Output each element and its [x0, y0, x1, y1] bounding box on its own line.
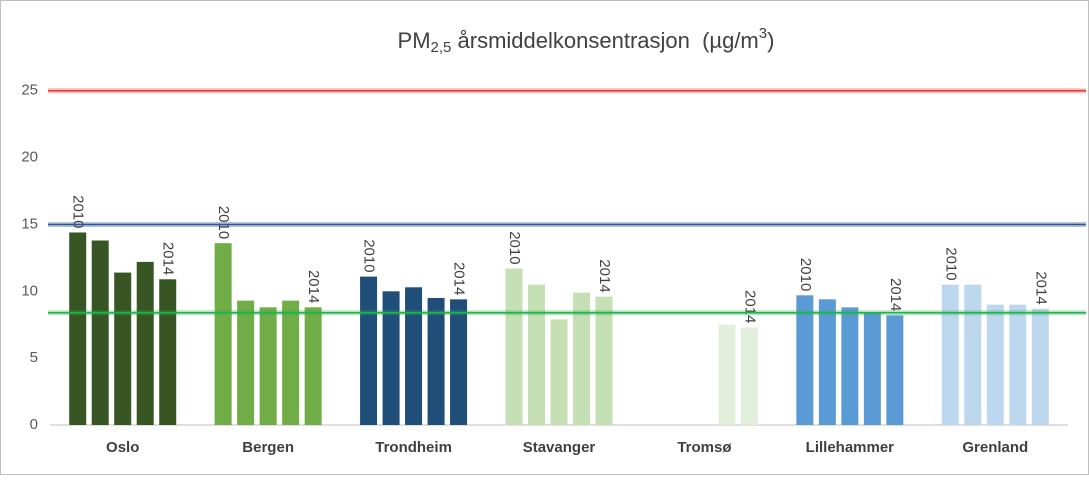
year-label: 2014 [451, 262, 468, 295]
bar [841, 307, 859, 425]
bar [740, 327, 758, 425]
category-label: Trondheim [375, 439, 452, 456]
bar [69, 232, 87, 425]
bar [595, 296, 613, 425]
year-label: 2014 [741, 290, 758, 323]
year-label: 2010 [70, 195, 87, 228]
title-superscript: 3 [759, 25, 767, 42]
category-label: Lillehammer [806, 439, 895, 456]
bar [91, 240, 109, 425]
bar [159, 279, 177, 425]
bar [964, 284, 982, 425]
bar [382, 291, 400, 425]
bar [360, 276, 378, 425]
bar [986, 304, 1004, 425]
bar [237, 300, 255, 425]
title-part: ) [767, 28, 774, 53]
bar [114, 272, 132, 425]
bar [863, 312, 881, 425]
year-label: 2010 [361, 239, 378, 272]
bar [405, 287, 423, 425]
category-label: Oslo [106, 439, 139, 456]
title-subscript: 2,5 [431, 39, 452, 56]
bar [796, 295, 814, 425]
y-tick-label: 10 [21, 282, 38, 299]
year-label: 2010 [797, 258, 814, 291]
y-tick-label: 15 [21, 215, 38, 232]
y-tick-label: 0 [30, 416, 38, 433]
bar [886, 315, 904, 425]
bar [718, 324, 736, 425]
category-label: Stavanger [523, 439, 596, 456]
y-tick-label: 25 [21, 82, 38, 99]
bar [550, 319, 568, 425]
bar [136, 261, 154, 425]
bar [282, 300, 300, 425]
bar [1031, 308, 1049, 425]
category-label: Bergen [242, 439, 294, 456]
category-label: Tromsø [677, 439, 732, 456]
year-label: 2010 [506, 231, 523, 264]
year-label: 2014 [596, 259, 613, 292]
y-tick-label: 20 [21, 149, 38, 166]
bar [259, 307, 277, 425]
title-part: årsmiddelkonsentrasjon (µg/m [451, 28, 758, 53]
year-label: 2014 [887, 278, 904, 311]
bar [1009, 304, 1027, 425]
bar [573, 292, 590, 425]
year-label: 2010 [942, 247, 959, 280]
bar [505, 268, 523, 425]
year-label: 2014 [160, 242, 177, 275]
year-label: 2014 [1032, 271, 1049, 304]
year-label: 2010 [215, 206, 232, 239]
bar [450, 299, 468, 425]
bar [214, 243, 232, 425]
bar [304, 307, 322, 425]
bar [941, 284, 959, 425]
bar [427, 297, 445, 425]
bar [818, 299, 836, 425]
category-label: Grenland [962, 439, 1028, 456]
chart-title: PM2,5 årsmiddelkonsentrasjon (µg/m3) [398, 25, 775, 56]
y-tick-label: 5 [30, 349, 38, 366]
bar [528, 284, 545, 425]
title-part: PM [398, 28, 431, 53]
year-label: 2014 [305, 270, 322, 303]
